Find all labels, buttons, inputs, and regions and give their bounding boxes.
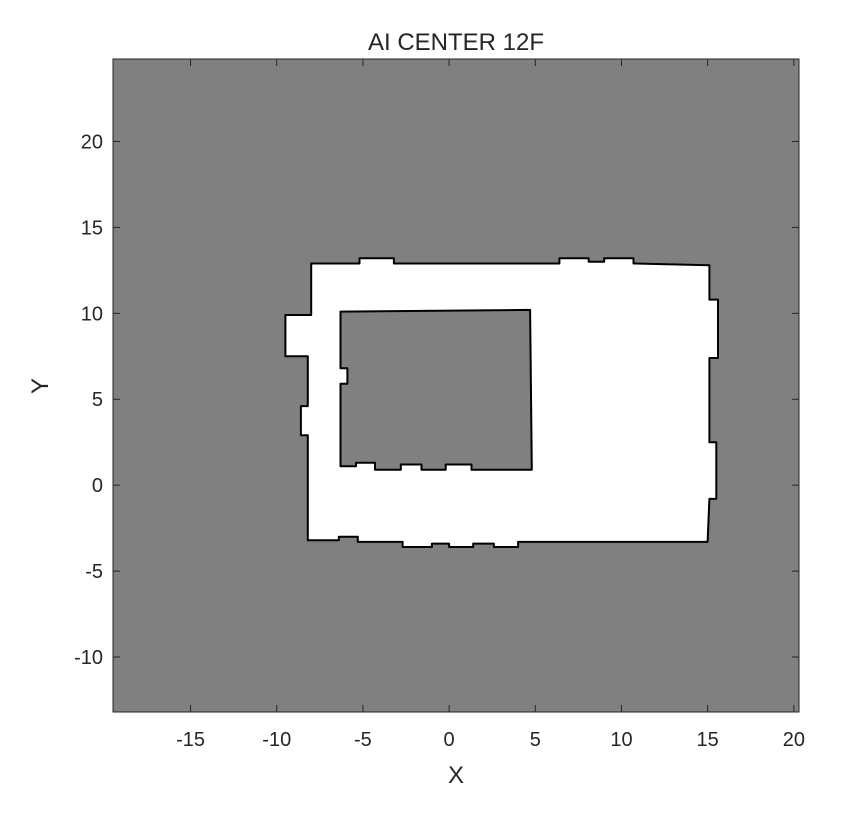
x-tick-label: -10 [262, 729, 291, 751]
x-tick-label: 5 [530, 729, 541, 751]
y-tick-label: 10 [81, 303, 103, 325]
inner-block-region [339, 308, 533, 471]
x-tick-label: 0 [444, 729, 455, 751]
axes-frame [112, 58, 800, 713]
x-tick-label: 15 [697, 729, 719, 751]
y-tick-label: -5 [85, 561, 103, 583]
x-axis: -15 -10 -5 0 5 10 15 20 [176, 59, 805, 751]
x-axis-label: X [448, 762, 464, 789]
y-tick-label: 20 [81, 131, 103, 153]
y-axis: -10 -5 0 5 10 15 20 [74, 131, 799, 669]
chart-title: AI CENTER 12F [368, 29, 544, 56]
y-tick-label: -10 [74, 647, 103, 669]
plot-area [112, 58, 800, 713]
x-tick-label: 10 [610, 729, 632, 751]
x-tick-label: -5 [354, 729, 372, 751]
y-tick-label: 0 [92, 475, 103, 497]
y-tick-label: 5 [92, 389, 103, 411]
x-tick-label: -15 [176, 729, 205, 751]
y-axis-label: Y [27, 378, 54, 394]
y-tick-label: 15 [81, 217, 103, 239]
x-tick-label: 20 [783, 729, 805, 751]
